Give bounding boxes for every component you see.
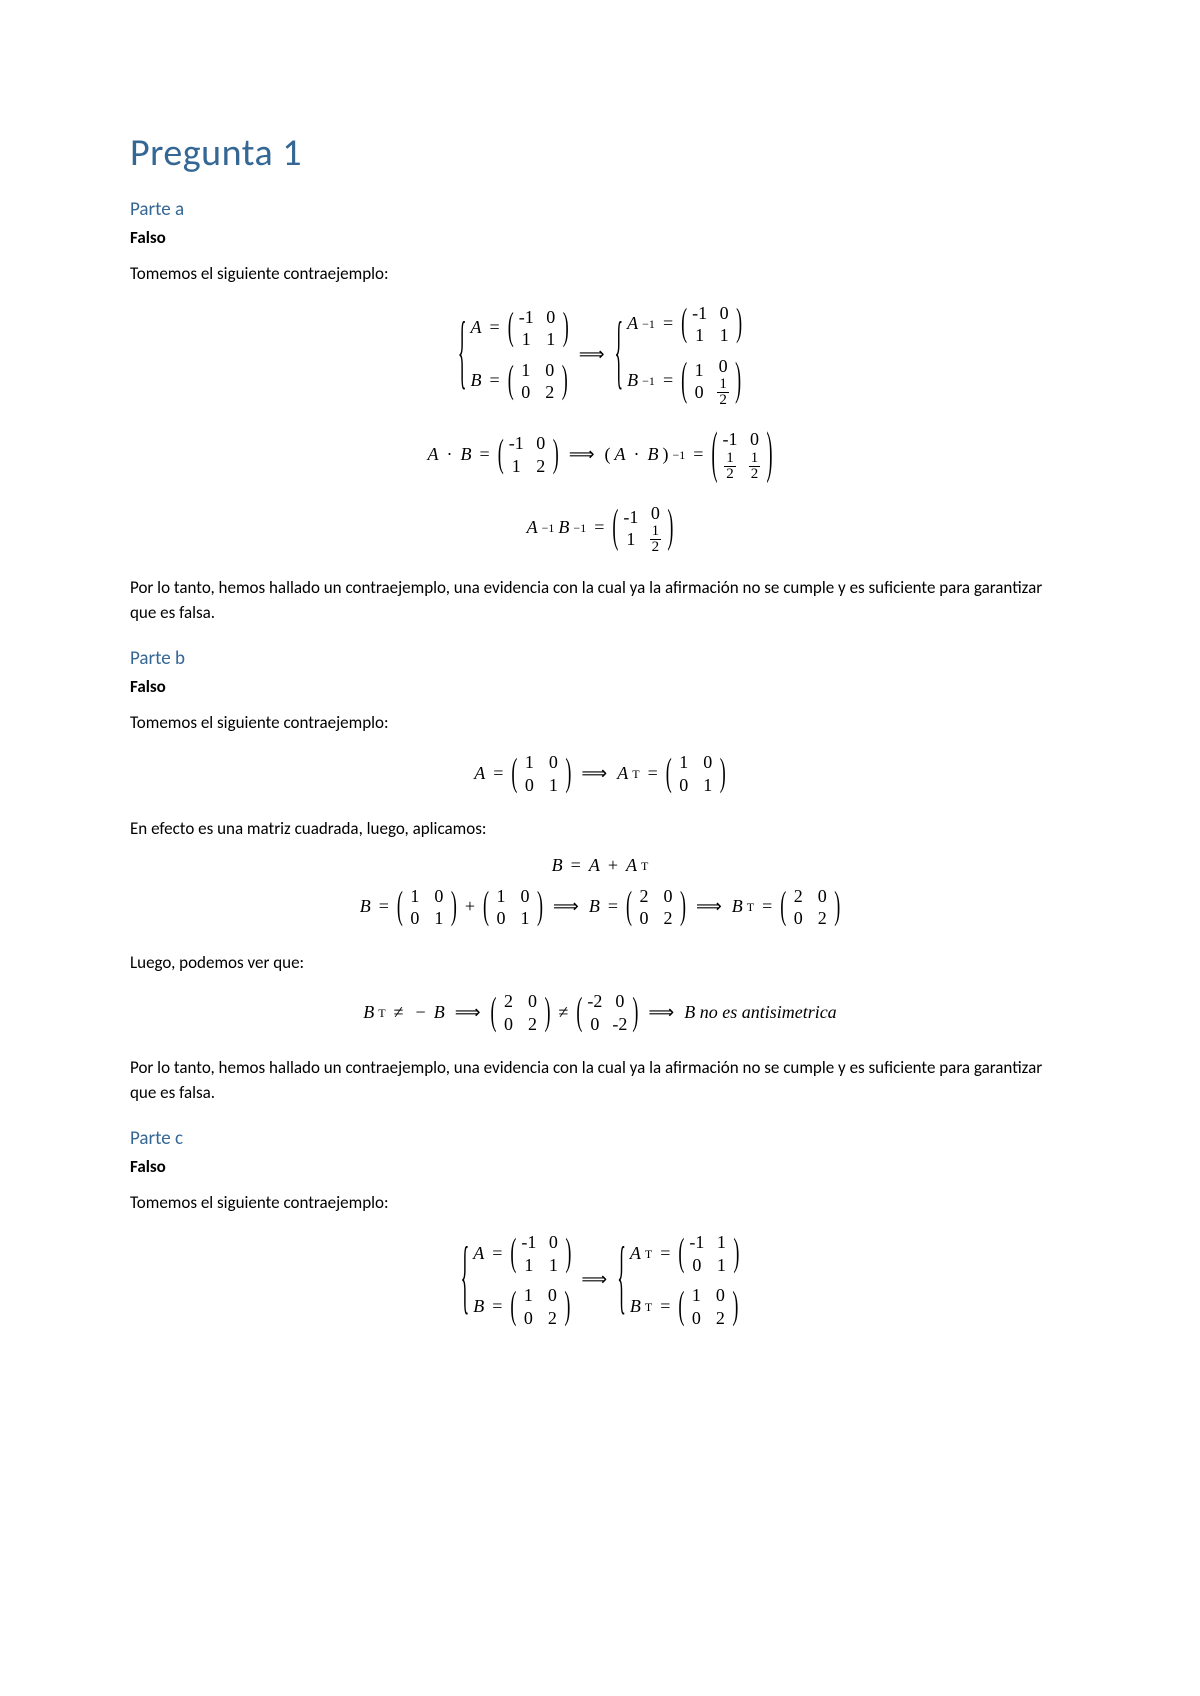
cell: 0 xyxy=(637,907,651,930)
part-b-heading: Parte b xyxy=(130,647,1070,670)
cell: 0 xyxy=(545,1284,559,1307)
cell: 1 xyxy=(522,751,536,774)
cell: 1 xyxy=(521,1284,535,1307)
cell: 1 xyxy=(544,328,558,351)
cell: 0 xyxy=(716,355,730,378)
cell: 1 xyxy=(546,774,560,797)
cell: 0 xyxy=(717,302,731,325)
cell: 0 xyxy=(747,428,761,451)
cell: 0 xyxy=(587,1013,602,1036)
cell: 2 xyxy=(545,1307,559,1330)
cell: -1 xyxy=(519,306,534,329)
cell: 2 xyxy=(791,885,805,908)
part-c-heading: Parte c xyxy=(130,1127,1070,1150)
cell: -1 xyxy=(509,432,524,455)
cell: 1 xyxy=(519,328,534,351)
cell: 0 xyxy=(546,751,560,774)
document-page: Pregunta 1 Parte a Falso Tomemos el sigu… xyxy=(0,0,1200,1696)
cell: 1 xyxy=(432,907,446,930)
cell: 0 xyxy=(701,751,715,774)
cell: 2 xyxy=(526,1013,540,1036)
cell: -2 xyxy=(587,990,602,1013)
cell: 2 xyxy=(815,907,829,930)
cell: 1 xyxy=(714,1231,728,1254)
cell: 1 xyxy=(692,324,707,347)
cell: 0 xyxy=(408,907,422,930)
cell: 0 xyxy=(661,885,675,908)
cell: 0 xyxy=(689,1307,703,1330)
cell: 1 xyxy=(518,907,532,930)
cell: -2 xyxy=(612,1013,627,1036)
part-c-math-1: { A= ( -11 01 ) B= ( 10 02 ) ⟹ xyxy=(130,1230,1070,1330)
part-b-math-3: BT≠−B ⟹ ( 20 02 ) ≠ ( -20 0-2 ) ⟹ B no e… xyxy=(130,989,1070,1036)
cell: 2 xyxy=(661,907,675,930)
cell: 0 xyxy=(648,502,662,525)
cell: 0 xyxy=(543,359,557,382)
cell: 2 xyxy=(502,990,516,1013)
cell: 1 xyxy=(714,1254,728,1277)
part-b-luego: Luego, podemos ver que: xyxy=(130,951,1070,976)
part-b-math-1: A= ( 10 01 ) ⟹ AT= ( 10 01 ) xyxy=(130,750,1070,797)
cell: 0 xyxy=(689,1254,704,1277)
part-b-intro: Tomemos el siguiente contraejemplo: xyxy=(130,711,1070,736)
cell: 1 xyxy=(623,528,638,551)
cell: 0 xyxy=(522,774,536,797)
part-b-square: En efecto es una matriz cuadrada, luego,… xyxy=(130,817,1070,842)
cell: -1 xyxy=(689,1231,704,1254)
cell: 0 xyxy=(546,1231,560,1254)
cell: 0 xyxy=(612,990,627,1013)
cell: 1 xyxy=(519,359,533,382)
part-a-intro: Tomemos el siguiente contraejemplo: xyxy=(130,262,1070,287)
cell: -1 xyxy=(521,1231,536,1254)
cell: 0 xyxy=(519,381,533,404)
part-c-verdict: Falso xyxy=(130,1156,1070,1177)
cell: 0 xyxy=(791,907,805,930)
cell: 0 xyxy=(534,432,548,455)
cell: 0 xyxy=(677,774,691,797)
cell: 2 xyxy=(543,381,557,404)
part-b-conclusion: Por lo tanto, hemos hallado un contraeje… xyxy=(130,1056,1070,1105)
part-b-math-2: B=A+AT B= ( 10 01 ) + ( 10 01 ) ⟹ B= ( 2… xyxy=(130,856,1070,931)
cell: 2 xyxy=(713,1307,727,1330)
cell: 0 xyxy=(432,885,446,908)
cell: 2 xyxy=(637,885,651,908)
cell: -1 xyxy=(692,302,707,325)
part-a-verdict: Falso xyxy=(130,227,1070,248)
cell: 1 xyxy=(546,1254,560,1277)
cell: 1 xyxy=(494,885,508,908)
cell: 1 xyxy=(408,885,422,908)
cell: 0 xyxy=(713,1284,727,1307)
part-a-heading: Parte a xyxy=(130,198,1070,221)
cell: 1 xyxy=(689,1284,703,1307)
cell: 0 xyxy=(521,1307,535,1330)
cell: 2 xyxy=(534,455,548,478)
cell: 0 xyxy=(518,885,532,908)
part-b-verdict: Falso xyxy=(130,676,1070,697)
cell: 0 xyxy=(544,306,558,329)
cell: 0 xyxy=(692,381,706,404)
part-c-intro: Tomemos el siguiente contraejemplo: xyxy=(130,1191,1070,1216)
part-a-conclusion: Por lo tanto, hemos hallado un contraeje… xyxy=(130,576,1070,625)
cell: 1 xyxy=(692,359,706,382)
cell: 1 xyxy=(717,324,731,347)
cell: -1 xyxy=(722,428,737,451)
cell: 1 xyxy=(701,774,715,797)
part-b-not-antisym: B no es antisimetrica xyxy=(684,1003,836,1023)
cell: -1 xyxy=(623,506,638,529)
cell: 1 xyxy=(677,751,691,774)
cell: 0 xyxy=(526,990,540,1013)
cell: 0 xyxy=(494,907,508,930)
part-a-math-1: { A= ( -11 01 ) B= ( 10 02 ) ⟹ xyxy=(130,301,1070,557)
cell: 0 xyxy=(502,1013,516,1036)
page-title: Pregunta 1 xyxy=(130,130,1070,176)
cell: 1 xyxy=(521,1254,536,1277)
cell: 0 xyxy=(815,885,829,908)
cell: 1 xyxy=(509,455,524,478)
